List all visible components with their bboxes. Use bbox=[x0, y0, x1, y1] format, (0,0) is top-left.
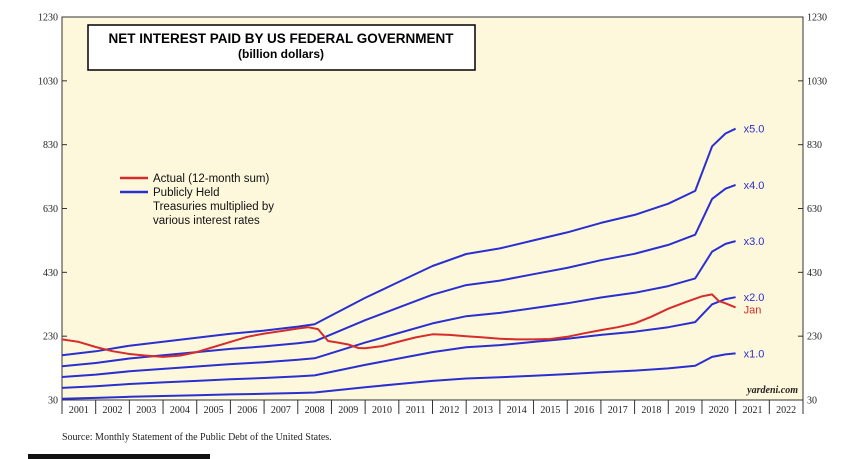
y-tick-label-left: 30 bbox=[48, 396, 58, 407]
chart-title: NET INTEREST PAID BY US FEDERAL GOVERNME… bbox=[108, 31, 454, 46]
x-tick-label: 2014 bbox=[507, 405, 527, 416]
x-tick-label: 2006 bbox=[237, 405, 257, 416]
actual-end-label: Jan bbox=[744, 304, 762, 316]
credit-label: yardeni.com bbox=[746, 385, 798, 396]
chart-subtitle: (billion dollars) bbox=[238, 47, 324, 61]
x-tick-label: 2012 bbox=[439, 405, 459, 416]
x-tick-label: 2017 bbox=[608, 405, 628, 416]
y-tick-label-left: 230 bbox=[43, 332, 58, 343]
source-note: Source: Monthly Statement of the Public … bbox=[62, 432, 332, 443]
y-tick-label-left: 1030 bbox=[38, 76, 58, 87]
legend-note-line-1: Treasuries multiplied by bbox=[153, 201, 274, 213]
y-tick-label-right: 230 bbox=[807, 332, 822, 343]
legend-label-publicly-held: Publicly Held bbox=[153, 187, 219, 199]
x-tick-label: 2004 bbox=[170, 405, 190, 416]
bottom-bar bbox=[28, 454, 210, 459]
x-tick-label: 2002 bbox=[103, 405, 123, 416]
y-tick-label-left: 630 bbox=[43, 204, 58, 215]
series-end-label-x4.0: x4.0 bbox=[744, 180, 765, 192]
y-tick-label-right: 30 bbox=[807, 396, 817, 407]
y-tick-label-right: 430 bbox=[807, 268, 822, 279]
x-tick-label: 2005 bbox=[204, 405, 224, 416]
x-tick-label: 2008 bbox=[305, 405, 325, 416]
x-tick-label: 2015 bbox=[540, 405, 560, 416]
x-tick-label: 2010 bbox=[372, 405, 392, 416]
x-tick-label: 2022 bbox=[776, 405, 796, 416]
y-tick-label-right: 1030 bbox=[807, 76, 827, 87]
legend-note-line-2: various interest rates bbox=[153, 215, 260, 227]
x-tick-label: 2007 bbox=[271, 405, 291, 416]
x-tick-label: 2013 bbox=[473, 405, 493, 416]
x-tick-label: 2018 bbox=[641, 405, 661, 416]
series-end-label-x3.0: x3.0 bbox=[744, 236, 765, 248]
series-end-label-x5.0: x5.0 bbox=[744, 124, 765, 136]
x-tick-label: 2019 bbox=[675, 405, 695, 416]
y-tick-label-right: 830 bbox=[807, 140, 822, 151]
x-tick-label: 2021 bbox=[742, 405, 762, 416]
x-tick-label: 2009 bbox=[338, 405, 358, 416]
x-tick-label: 2020 bbox=[709, 405, 729, 416]
series-end-label-x2.0: x2.0 bbox=[744, 292, 765, 304]
legend-label-actual: Actual (12-month sum) bbox=[153, 173, 269, 185]
y-tick-label-left: 830 bbox=[43, 140, 58, 151]
y-tick-label-right: 1230 bbox=[807, 13, 827, 24]
y-tick-label-left: 1230 bbox=[38, 13, 58, 24]
chart: 30 30 230 230 430 430 630 630 830 830 1030 1030 1230… bbox=[0, 0, 850, 432]
series-end-label-x1.0: x1.0 bbox=[744, 348, 765, 360]
y-tick-label-right: 630 bbox=[807, 204, 822, 215]
x-tick-label: 2003 bbox=[136, 405, 156, 416]
x-tick-label: 2016 bbox=[574, 405, 594, 416]
y-tick-label-left: 430 bbox=[43, 268, 58, 279]
x-tick-label: 2011 bbox=[406, 405, 426, 416]
x-tick-label: 2001 bbox=[69, 405, 89, 416]
